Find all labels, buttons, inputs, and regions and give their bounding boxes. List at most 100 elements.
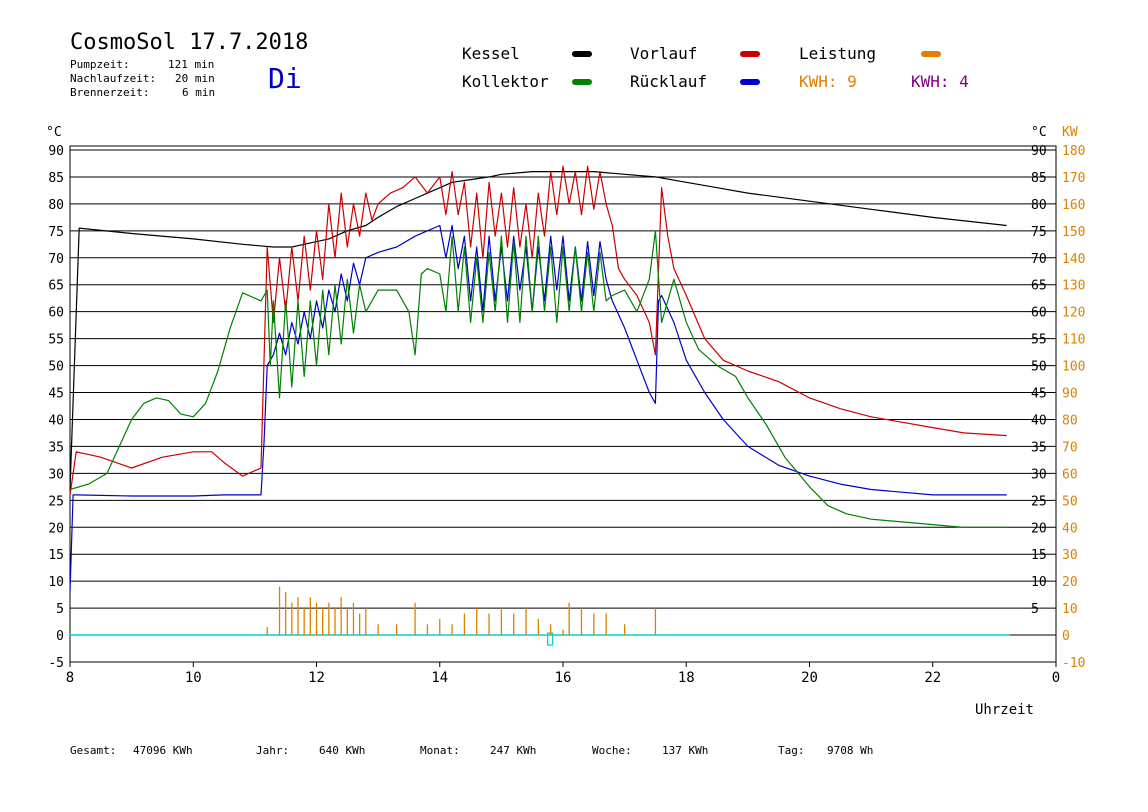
gesamt-value: 47096 KWh bbox=[133, 744, 193, 757]
x-tick-label: 14 bbox=[431, 670, 448, 686]
woche-value: 137 KWh bbox=[662, 744, 709, 757]
y-tick-label: 5 bbox=[56, 602, 64, 617]
y-right-tick-label: 35 bbox=[1031, 440, 1047, 455]
series-line-kessel bbox=[69, 171, 1007, 490]
series-line-ruecklauf bbox=[69, 224, 1007, 592]
weekday-label: Di bbox=[268, 62, 302, 95]
y-tick-label: 15 bbox=[48, 548, 64, 563]
legend-ruecklauf-label: Rücklauf bbox=[630, 72, 708, 91]
y-right-tick-label: 75 bbox=[1031, 225, 1047, 240]
power-tick-label: 150 bbox=[1062, 225, 1085, 240]
monat-label: Monat: bbox=[420, 744, 460, 757]
legend-vorlauf-label: Vorlauf bbox=[630, 44, 698, 63]
gesamt-label: Gesamt: bbox=[70, 744, 117, 757]
power-tick-label: 50 bbox=[1062, 494, 1078, 509]
y-right-tick-label: 65 bbox=[1031, 279, 1047, 294]
jahr-label: Jahr: bbox=[256, 744, 290, 757]
power-tick-label: 160 bbox=[1062, 198, 1085, 213]
y-tick-label: 50 bbox=[48, 360, 64, 375]
y-tick-label: 75 bbox=[48, 225, 64, 240]
x-tick-label: 10 bbox=[185, 670, 202, 686]
y-right-tick-label: 10 bbox=[1031, 575, 1047, 590]
y-right-tick-label: 5 bbox=[1031, 602, 1039, 617]
plot-frame bbox=[69, 145, 1057, 663]
power-tick-label: 30 bbox=[1062, 548, 1078, 563]
y-right-tick-label: 45 bbox=[1031, 387, 1047, 402]
legend-kessel-swatch bbox=[572, 51, 592, 57]
kwh-value-2: KWH: 4 bbox=[911, 72, 969, 91]
power-tick-label: -10 bbox=[1062, 656, 1085, 671]
y-right-tick-label: 70 bbox=[1031, 252, 1047, 267]
y-tick-label: 20 bbox=[48, 521, 64, 536]
y-axis-label: °C bbox=[46, 125, 62, 140]
power-tick-label: 70 bbox=[1062, 440, 1078, 455]
y-right-tick-label: 25 bbox=[1031, 494, 1047, 509]
power-tick-label: 40 bbox=[1062, 521, 1078, 536]
x-axis-label: Uhrzeit bbox=[975, 702, 1034, 718]
legend-leistung-swatch bbox=[921, 51, 941, 57]
series-line-vorlauf bbox=[69, 165, 1007, 495]
legend-leistung-label: Leistung bbox=[799, 44, 877, 63]
y-right-tick-label: 20 bbox=[1031, 521, 1047, 536]
legend-vorlauf-swatch bbox=[740, 51, 760, 57]
y-tick-label: 60 bbox=[48, 306, 64, 321]
y-right-tick-label: 80 bbox=[1031, 198, 1047, 213]
x-tick-label: 12 bbox=[308, 670, 325, 686]
tag-value: 9708 Wh bbox=[827, 744, 874, 757]
x-tick-label: 22 bbox=[924, 670, 941, 686]
woche-label: Woche: bbox=[592, 744, 632, 757]
y-right-tick-label: 55 bbox=[1031, 333, 1047, 348]
y-tick-label: 80 bbox=[48, 198, 64, 213]
y-tick-label: 70 bbox=[48, 252, 64, 267]
y-tick-label: -5 bbox=[48, 656, 64, 671]
y-right-tick-label: 50 bbox=[1031, 360, 1047, 375]
legend-kollektor-swatch bbox=[572, 79, 592, 85]
power-tick-label: 0 bbox=[1062, 629, 1070, 644]
power-tick-label: 80 bbox=[1062, 413, 1078, 428]
y-tick-label: 0 bbox=[56, 629, 64, 644]
nachlaufzeit-label: Nachlaufzeit: bbox=[70, 72, 157, 85]
y-right-tick-label: 60 bbox=[1031, 306, 1047, 321]
y-tick-label: 10 bbox=[48, 575, 64, 590]
power-tick-label: 180 bbox=[1062, 144, 1085, 159]
x-tick-label: 16 bbox=[555, 670, 572, 686]
power-tick-label: 110 bbox=[1062, 333, 1085, 348]
pumpzeit-label: Pumpzeit: bbox=[70, 58, 130, 71]
y-right-tick-label: 30 bbox=[1031, 467, 1047, 482]
kwh-value-1: KWH: 9 bbox=[799, 72, 857, 91]
pumpzeit-value: 121 min bbox=[168, 58, 215, 71]
y-right-tick-label: 85 bbox=[1031, 171, 1047, 186]
power-tick-label: 170 bbox=[1062, 171, 1085, 186]
power-tick-label: 90 bbox=[1062, 387, 1078, 402]
x-tick-label: 18 bbox=[678, 670, 695, 686]
x-tick-label: 0 bbox=[1052, 670, 1060, 686]
legend-kollektor-label: Kollektor bbox=[462, 72, 549, 91]
x-tick-label: 8 bbox=[66, 670, 74, 686]
y-tick-label: 45 bbox=[48, 387, 64, 402]
power-axis-label: KW bbox=[1062, 125, 1078, 140]
power-tick-label: 10 bbox=[1062, 602, 1078, 617]
y-tick-label: 35 bbox=[48, 440, 64, 455]
monat-value: 247 KWh bbox=[490, 744, 537, 757]
y-right-tick-label: 90 bbox=[1031, 144, 1047, 159]
y-tick-label: 85 bbox=[48, 171, 64, 186]
y-tick-label: 55 bbox=[48, 333, 64, 348]
brennerzeit-label: Brennerzeit: bbox=[70, 86, 150, 99]
y-tick-label: 30 bbox=[48, 467, 64, 482]
y-tick-label: 40 bbox=[48, 413, 64, 428]
series-line-kollektor bbox=[69, 230, 1007, 528]
power-tick-label: 130 bbox=[1062, 279, 1085, 294]
chart-title: CosmoSol 17.7.2018 bbox=[70, 30, 309, 55]
y-tick-label: 90 bbox=[48, 144, 64, 159]
y-right-tick-label: 40 bbox=[1031, 413, 1047, 428]
legend-kessel-label: Kessel bbox=[462, 44, 520, 63]
y-tick-label: 65 bbox=[48, 279, 64, 294]
power-tick-label: 20 bbox=[1062, 575, 1078, 590]
y-right-axis-label: °C bbox=[1031, 125, 1047, 140]
power-tick-label: 140 bbox=[1062, 252, 1085, 267]
legend-ruecklauf-swatch bbox=[740, 79, 760, 85]
jahr-value: 640 KWh bbox=[319, 744, 366, 757]
power-tick-label: 120 bbox=[1062, 306, 1085, 321]
power-tick-label: 100 bbox=[1062, 360, 1085, 375]
